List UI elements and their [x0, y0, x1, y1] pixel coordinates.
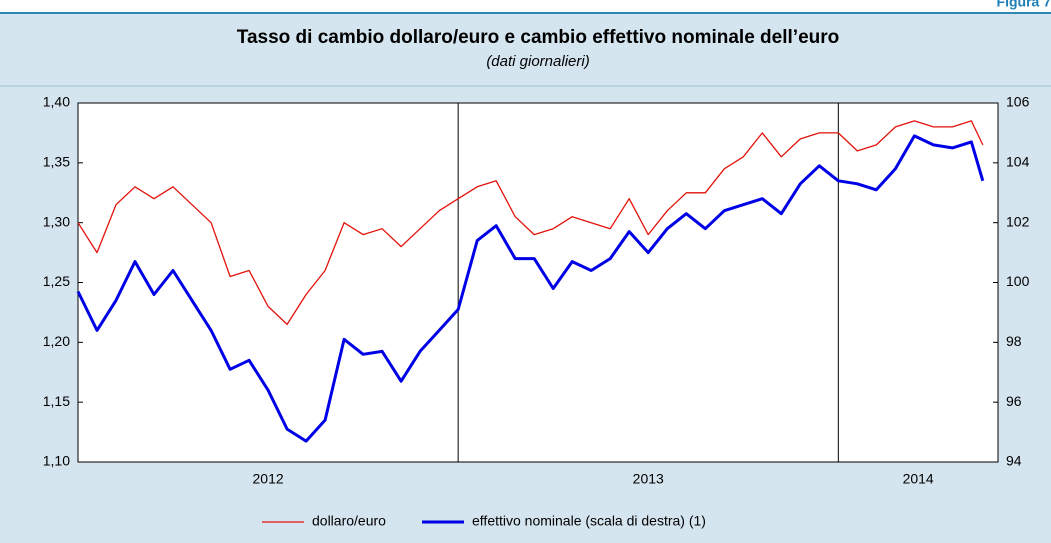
top-band: [0, 0, 1051, 13]
y-tick-label: 1,40: [43, 94, 70, 110]
series-line: [77, 120, 984, 326]
y2-tick-label: 104: [1006, 154, 1030, 170]
y2-tick-label: 100: [1006, 273, 1030, 289]
y-tick-label: 1,25: [43, 273, 70, 289]
plot-area: [77, 102, 999, 463]
y-tick-label: 1,15: [43, 393, 70, 409]
legend-label: effettivo nominale (scala di destra) (1): [472, 513, 706, 529]
y2-tick-label: 98: [1006, 333, 1022, 349]
x-tick-label: 2012: [253, 471, 284, 487]
chart-subtitle: (dati giornalieri): [486, 53, 589, 70]
chart-title: Tasso di cambio dollaro/euro e cambio ef…: [237, 27, 840, 48]
series-line: [76, 134, 985, 443]
legend-label: dollaro/euro: [312, 513, 386, 529]
y2-tick-label: 106: [1006, 94, 1030, 110]
x-tick-label: 2013: [633, 471, 664, 487]
y-tick-label: 1,10: [43, 453, 70, 469]
y2-tick-label: 96: [1006, 393, 1022, 409]
y2-tick-label: 102: [1006, 213, 1030, 229]
y-tick-label: 1,30: [43, 213, 70, 229]
y-tick-label: 1,35: [43, 154, 70, 170]
y2-tick-label: 94: [1006, 453, 1022, 469]
figure-label: Figura 7: [997, 0, 1051, 10]
y-tick-label: 1,20: [43, 333, 70, 349]
x-tick-label: 2014: [903, 471, 934, 487]
